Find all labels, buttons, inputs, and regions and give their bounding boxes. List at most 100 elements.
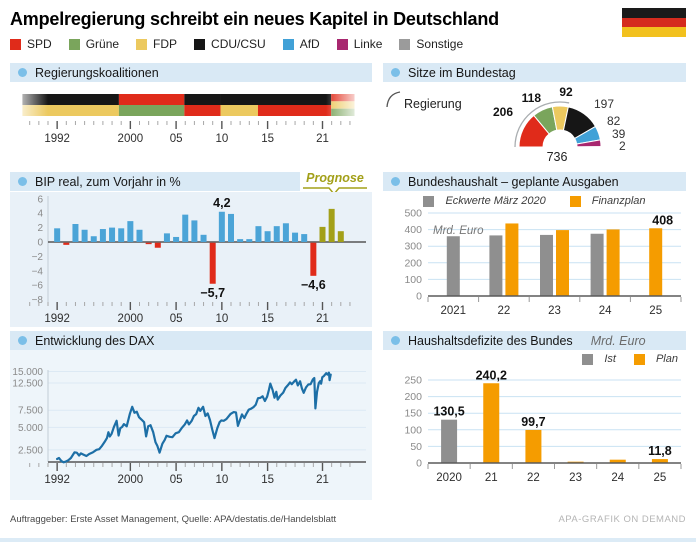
legend-label: AfD [299, 37, 320, 51]
legend-item-sonstige: Sonstige [399, 37, 463, 51]
axis-tick-label: 05 [170, 474, 183, 486]
axis-tick-label: 21 [316, 313, 329, 325]
section-header-dax: Entwicklung des DAX [10, 331, 372, 350]
coalition-timeline-chart: 1992 2000 05 10 15 21 [10, 93, 363, 145]
legend-item-gruene: Grüne [68, 37, 120, 51]
x-tick-label: 21 [485, 472, 498, 484]
coalition-segment [118, 105, 185, 116]
x-tick-label: 2021 [441, 305, 467, 317]
unit-label: Mrd. Euro [590, 333, 646, 348]
haushalt-legend: Eckwerte März 2020 Finanzplan [383, 195, 686, 207]
legend-label: Plan [655, 353, 678, 365]
coalition-segment [184, 105, 221, 116]
axis-tick-label: 1992 [44, 133, 70, 145]
legend-swatch [194, 38, 206, 50]
seat-count-label: 2 [619, 139, 626, 153]
legend-item-linke: Linke [336, 37, 383, 51]
legend-swatch [136, 38, 148, 50]
section-title: Bundeshaushalt – geplante Ausgaben [408, 174, 619, 189]
legend-label: Ist [604, 353, 616, 365]
value-label: −4,6 [301, 278, 326, 292]
y-tick-label: 7.500 [18, 406, 43, 417]
source-credit: Auftraggeber: Erste Asset Management, Qu… [10, 514, 337, 525]
coalition-segment [220, 105, 258, 116]
bar-25 [651, 459, 668, 463]
gdp-bar [255, 226, 262, 242]
total-seats-label: 736 [547, 150, 568, 164]
bullet-dot-icon [18, 68, 27, 77]
bar-24 [609, 459, 626, 463]
legend-label: Linke [353, 37, 383, 51]
gdp-bar [63, 242, 70, 245]
coalition-segment [22, 105, 119, 116]
legend-swatch [336, 38, 348, 50]
x-tick-label: 23 [569, 472, 582, 484]
coalition-segment [220, 94, 258, 105]
bar-24 [590, 233, 604, 296]
legend-swatch [423, 195, 435, 207]
y-tick-label: 0 [416, 458, 422, 470]
seat-count-label: 39 [612, 127, 626, 141]
axis-tick-label: 10 [215, 474, 228, 486]
fade-edge [326, 93, 363, 117]
legend-item: Plan [633, 353, 678, 365]
y-tick-label: 500 [404, 208, 422, 220]
bar-25 [649, 228, 663, 296]
y-tick-label: 15.000 [12, 367, 43, 378]
bar-2020 [441, 419, 458, 463]
gdp-bar [337, 231, 344, 242]
axis-tick-label: 15 [261, 474, 274, 486]
gdp-bar [191, 220, 198, 242]
gdp-bar [246, 239, 253, 242]
section-header-bip: BIP real, zum Vorjahr in % [10, 172, 300, 191]
y-tick-label: 2 [37, 223, 43, 234]
x-tick-label: 2020 [436, 472, 462, 484]
gdp-bar [237, 239, 244, 242]
value-label: 240,2 [476, 368, 507, 382]
government-arc [514, 101, 570, 148]
section-header-haushalt: Bundeshaushalt – geplante Ausgaben [383, 172, 686, 191]
defizite-legend: Ist Plan [383, 353, 678, 365]
value-label: 408 [652, 213, 673, 227]
bar-22 [525, 429, 542, 463]
gdp-bar [218, 211, 225, 242]
axis-tick-label: 1992 [44, 474, 70, 486]
flag-stripe [622, 8, 686, 18]
gdp-bar [228, 213, 234, 242]
axis-tick-label: 05 [170, 313, 183, 325]
party-legend: SPD Grüne FDP CDU/CSU AfD Linke Sonstige [10, 37, 610, 51]
y-tick-label: 2.500 [18, 445, 43, 456]
gdp-bar [282, 223, 289, 242]
legend-label: SPD [27, 37, 52, 51]
coalition-segment [257, 94, 332, 105]
y-tick-label: 12.500 [12, 378, 43, 389]
legend-item: Finanzplan [569, 195, 646, 207]
legend-swatch [282, 38, 294, 50]
y-tick-label: 5.000 [18, 423, 43, 434]
gdp-bar [109, 227, 116, 242]
y-tick-label: 100 [404, 424, 422, 436]
y-tick-label: 200 [404, 257, 422, 269]
gdp-bar [200, 234, 207, 242]
y-tick-label: 6 [37, 194, 43, 205]
legend-label: Grüne [85, 37, 120, 51]
y-tick-label: −4 [32, 266, 44, 277]
deficit-bar-chart: 0 50 100 150 200 250 2020 21 22 23 24 25 130,5 240,2 9… [404, 368, 682, 484]
y-tick-label: 100 [404, 274, 422, 286]
unit-label: Mrd. Euro [433, 225, 484, 237]
legend-item-cdu: CDU/CSU [194, 37, 266, 51]
axis-tick-label: 2000 [118, 133, 144, 145]
bottom-divider [0, 538, 696, 542]
legend-label: Sonstige [416, 37, 464, 51]
axis-tick-label: 21 [316, 474, 329, 486]
x-tick-label: 22 [498, 305, 511, 317]
bar-22 [505, 223, 519, 296]
y-tick-label: 400 [404, 224, 422, 236]
gdp-bar [292, 232, 299, 242]
axis-tick-label: 21 [316, 133, 329, 145]
page-title: Ampelregierung schreibt ein neues Kapite… [10, 9, 499, 29]
y-tick-label: −2 [32, 252, 44, 263]
gdp-bar [328, 208, 335, 242]
